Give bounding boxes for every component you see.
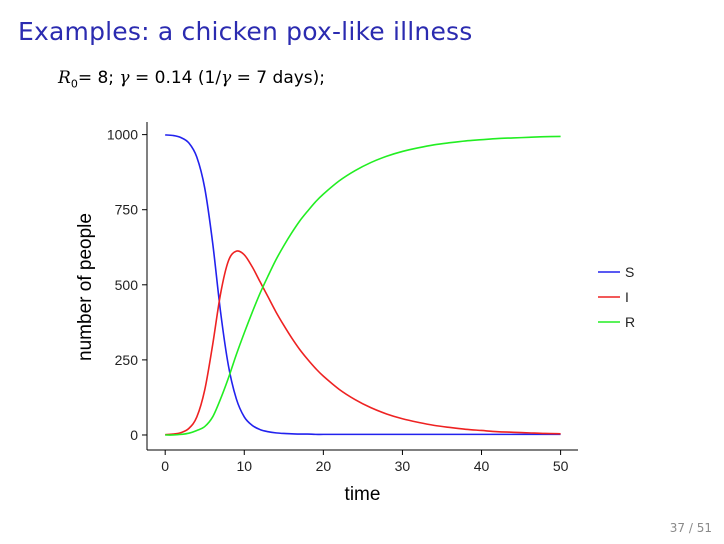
series-line-r (165, 135, 561, 436)
x-tick-label: 50 (553, 458, 569, 474)
legend-label-s: S (625, 264, 634, 280)
series-line-s (165, 134, 561, 436)
legend-label-r: R (625, 314, 635, 330)
r-symbol: R (58, 68, 71, 88)
gamma-symbol-2: γ (221, 68, 232, 88)
axes: 0 250 500 750 1000 0 10 20 30 40 50 time number of p… (75, 122, 578, 505)
gamma-value: = 0.14 (1/ (129, 68, 222, 88)
days-value: = 7 days); (231, 68, 326, 88)
gamma-symbol: γ (119, 68, 130, 88)
plot-lines (165, 134, 561, 436)
y-tick-label: 250 (115, 352, 139, 368)
model-parameters: R0= 8; γ = 0.14 (1/γ = 7 days); (58, 68, 325, 90)
x-tick-label: 10 (236, 458, 252, 474)
legend-label-i: I (625, 289, 629, 305)
x-tick-label: 30 (395, 458, 411, 474)
y-axis-label: number of people (75, 213, 96, 361)
x-axis-label: time (345, 484, 381, 505)
r-value: = 8; (77, 68, 120, 88)
slide-title: Examples: a chicken pox-like illness (18, 17, 473, 46)
x-tick-label: 20 (316, 458, 332, 474)
x-tick-label: 40 (474, 458, 490, 474)
page-number: 37 / 51 (669, 521, 712, 535)
legend: SIR (598, 264, 635, 330)
y-tick-label: 750 (115, 202, 139, 218)
x-tick-label: 0 (161, 458, 169, 474)
series-line-i (165, 250, 561, 436)
r-subscript: 0 (70, 77, 78, 91)
y-tick-label: 500 (115, 277, 139, 293)
y-tick-label: 1000 (107, 127, 138, 143)
y-tick-label: 0 (130, 427, 138, 443)
